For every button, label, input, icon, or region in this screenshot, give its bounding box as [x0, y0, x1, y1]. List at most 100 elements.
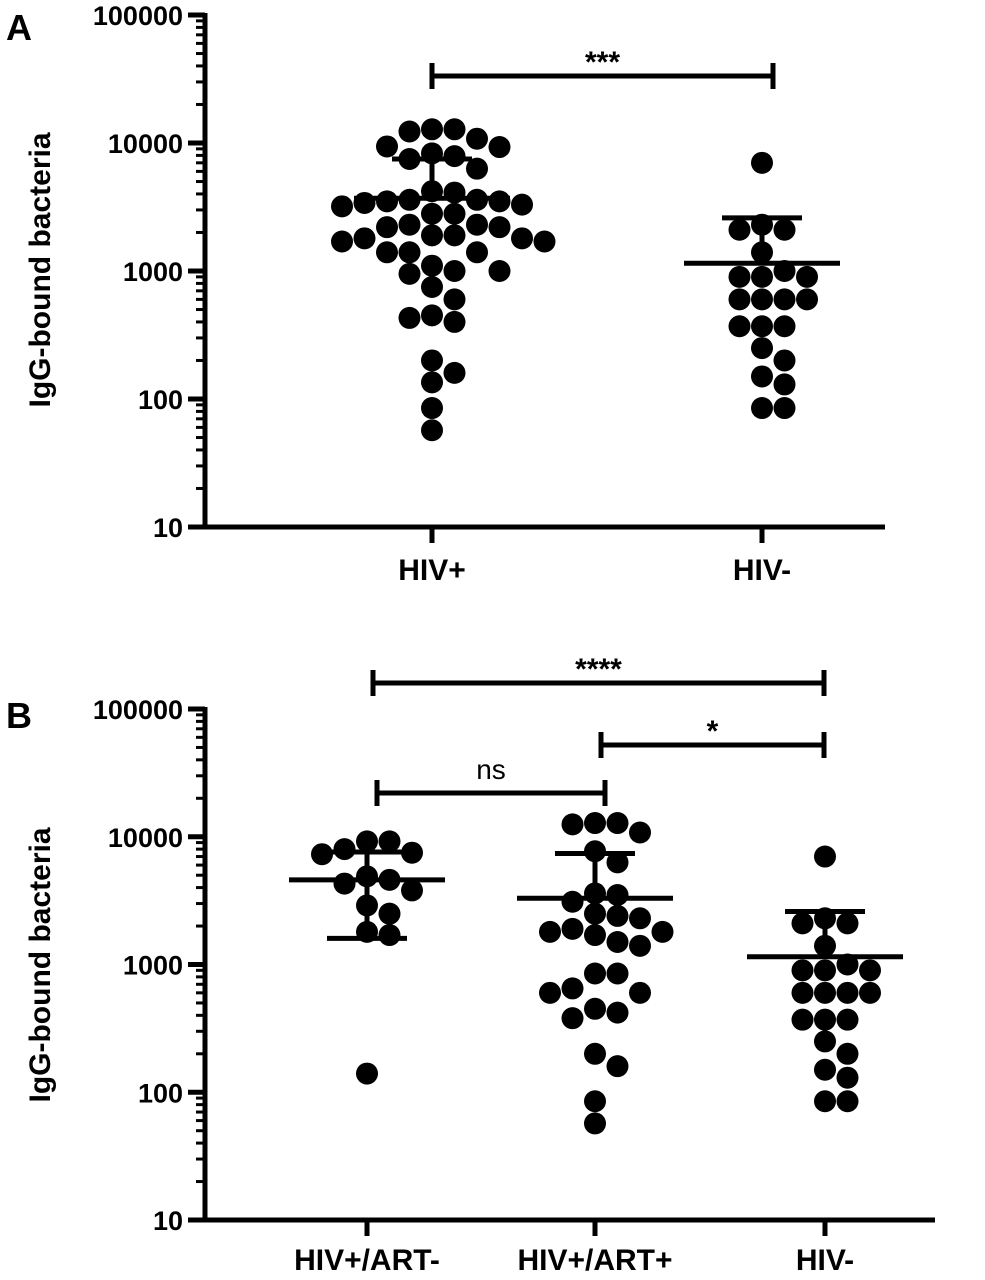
data-point-hivpos [353, 191, 376, 214]
data-point-hivpos-artneg [401, 841, 423, 864]
data-point-hivneg [773, 288, 796, 311]
data-point-hivpos-artpos [629, 934, 651, 957]
data-point-hivpos [421, 275, 443, 298]
y-tick-label: 10 [153, 1206, 183, 1236]
data-point-hivpos [488, 260, 511, 282]
data-point-hivpos-artneg [378, 902, 401, 925]
data-point-hivpos [466, 157, 488, 180]
significance-label: **** [575, 653, 622, 686]
data-point-hivpos [421, 304, 443, 327]
significance-label: ns [476, 754, 506, 785]
data-point-hivneg [751, 288, 773, 311]
data-point-hivneg [814, 1090, 836, 1113]
data-point-hivpos [443, 361, 466, 384]
y-tick-label: 10 [153, 513, 183, 543]
data-point-hivneg [796, 288, 818, 311]
data-point-hivpos-artneg [378, 830, 401, 853]
data-point-hivpos-artneg [356, 1062, 378, 1085]
data-point-hivpos [421, 419, 443, 442]
data-point-hivpos [488, 216, 511, 239]
data-point-hivpos [398, 306, 421, 329]
y-tick-label: 1000 [123, 257, 183, 287]
data-point-hivpos [421, 118, 443, 141]
data-point-hivpos-artpos [561, 1007, 584, 1030]
data-point-hivpos [443, 288, 466, 311]
data-point-hivpos [466, 213, 488, 236]
data-point-hivpos [443, 145, 466, 168]
data-point-hivpos-artneg [333, 872, 356, 895]
data-point-hivneg [814, 981, 836, 1004]
data-point-hivneg [814, 1008, 836, 1031]
data-point-hivpos-artneg [356, 830, 378, 853]
data-point-hivneg [814, 1058, 836, 1081]
data-point-hivpos-artpos [584, 962, 606, 985]
data-point-hivpos [421, 397, 443, 420]
data-point-hivpos-artpos [584, 1112, 606, 1135]
x-tick-label-hivpos-artpos: HIV+/ART+ [517, 1244, 672, 1277]
data-point-hivneg [796, 265, 818, 288]
data-point-hivneg [728, 265, 751, 288]
data-point-hivpos [421, 202, 443, 225]
x-tick-label-hivneg: HIV- [796, 1244, 854, 1277]
data-point-hivneg [773, 397, 796, 420]
data-point-hivpos [421, 349, 443, 372]
data-point-hivpos [421, 371, 443, 394]
y-axis-label: IgG-bound bacteria [24, 827, 57, 1102]
y-tick-label: 10000 [108, 823, 183, 853]
data-point-hivpos [421, 224, 443, 247]
data-point-hivpos [331, 195, 353, 218]
data-point-hivpos [488, 190, 511, 213]
data-point-hivpos-artpos [606, 883, 629, 906]
data-point-hivpos-artpos [606, 904, 629, 927]
data-point-hivpos-artpos [606, 931, 629, 954]
data-point-hivpos [511, 193, 533, 216]
data-point-hivneg [751, 365, 773, 388]
data-point-hivpos [443, 260, 466, 282]
data-point-hivpos [376, 135, 398, 158]
data-point-hivneg [836, 1042, 859, 1065]
data-point-hivpos-artpos [584, 902, 606, 925]
data-point-hivneg [814, 959, 836, 982]
data-point-hivpos-artpos [606, 851, 629, 874]
data-point-hivneg [773, 349, 796, 372]
y-tick-label: 10000 [108, 129, 183, 159]
data-point-hivpos [533, 230, 556, 253]
data-point-hivpos-artpos [561, 917, 584, 940]
data-point-hivneg [836, 1090, 859, 1113]
data-point-hivpos-artpos [629, 981, 651, 1004]
data-point-hivneg [791, 981, 814, 1004]
data-point-hivneg [773, 218, 796, 241]
y-axis-label: IgG-bound bacteria [24, 132, 57, 407]
data-point-hivneg [751, 315, 773, 338]
data-point-hivneg [859, 959, 881, 982]
panel-label-a: A [6, 7, 32, 48]
y-tick-label: 100000 [93, 1, 183, 31]
y-tick-label: 100 [138, 385, 183, 415]
data-point-hivpos [466, 127, 488, 150]
data-point-hivneg [728, 218, 751, 241]
data-point-hivneg [728, 315, 751, 338]
data-point-hivpos [443, 202, 466, 225]
data-point-hivpos [421, 254, 443, 277]
data-point-hivpos-artpos [561, 890, 584, 913]
data-point-hivpos-artpos [606, 812, 629, 835]
data-point-hivneg [836, 1066, 859, 1089]
data-point-hivpos [398, 262, 421, 285]
data-point-hivpos-artpos [584, 997, 606, 1020]
x-tick-label-hivpos-artneg: HIV+/ART- [294, 1244, 440, 1277]
data-point-hivpos-artpos [651, 920, 674, 943]
data-point-hivpos-artpos [539, 981, 561, 1004]
y-tick-label: 1000 [123, 951, 183, 981]
data-point-hivpos [443, 118, 466, 141]
data-point-hivneg [751, 397, 773, 420]
data-point-hivpos-artneg [333, 838, 356, 861]
panel-a-chart: 10 100 1000 10000 100000 IgG-bound bacteria HI… [24, 1, 885, 587]
data-point-hivpos-artneg [401, 879, 423, 902]
significance-label: * [707, 715, 719, 748]
y-tick-label: 100000 [93, 695, 183, 725]
data-point-hivpos-artpos [561, 813, 584, 836]
data-point-hivpos [398, 241, 421, 264]
data-point-hivpos [466, 241, 488, 264]
data-point-hivpos [353, 227, 376, 250]
